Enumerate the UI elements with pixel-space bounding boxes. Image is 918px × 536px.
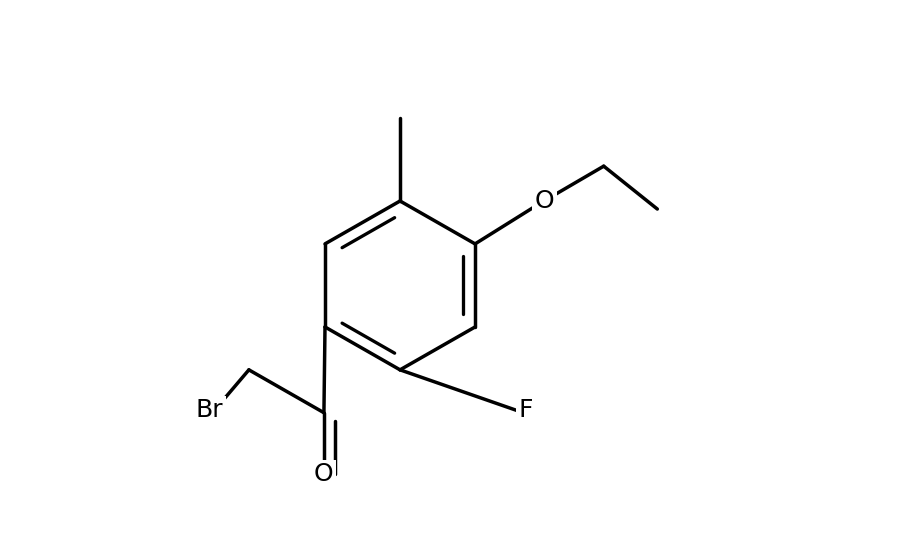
Text: O: O <box>314 463 334 486</box>
Text: Br: Br <box>196 398 224 422</box>
Text: F: F <box>519 398 533 422</box>
Text: O: O <box>535 189 554 213</box>
